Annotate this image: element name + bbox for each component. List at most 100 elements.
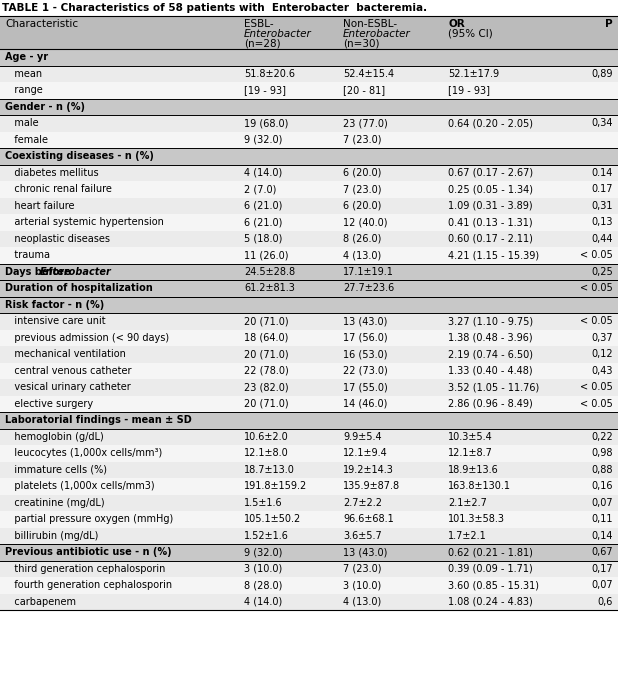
Text: Gender - n (%): Gender - n (%): [5, 102, 85, 112]
Text: 0,88: 0,88: [591, 465, 613, 475]
Bar: [0, 231, 618, 247]
Bar: [0, 428, 618, 445]
Text: 8 (26.0): 8 (26.0): [343, 233, 381, 244]
Text: 0.62 (0.21 - 1.81): 0.62 (0.21 - 1.81): [448, 547, 533, 557]
Text: 9 (32.0): 9 (32.0): [244, 135, 282, 145]
Text: 12.1±8.0: 12.1±8.0: [244, 448, 289, 459]
Text: elective surgery: elective surgery: [5, 398, 93, 409]
Text: Days before: Days before: [5, 267, 74, 277]
Text: 101.3±58.3: 101.3±58.3: [448, 514, 505, 524]
Text: 0,67: 0,67: [591, 547, 613, 557]
Text: TABLE 1 - Characteristics of 58 patients with  Enterobacter  bacteremia.: TABLE 1 - Characteristics of 58 patients…: [2, 3, 427, 13]
Text: 0,6: 0,6: [598, 597, 613, 607]
Text: 2.86 (0.96 - 8.49): 2.86 (0.96 - 8.49): [448, 398, 533, 409]
Text: 12.1±9.4: 12.1±9.4: [343, 448, 387, 459]
Bar: [0, 561, 618, 577]
Text: 1.5±1.6: 1.5±1.6: [244, 498, 283, 507]
Text: 135.9±87.8: 135.9±87.8: [343, 481, 400, 491]
Text: male: male: [5, 118, 38, 128]
Bar: [0, 82, 618, 99]
Bar: [0, 412, 618, 428]
Text: 0.60 (0.17 - 2.11): 0.60 (0.17 - 2.11): [448, 233, 533, 244]
Text: chronic renal failure: chronic renal failure: [5, 185, 112, 194]
Text: 1.7±2.1: 1.7±2.1: [448, 531, 487, 541]
Bar: [0, 131, 618, 148]
Text: fourth generation cephalosporin: fourth generation cephalosporin: [5, 580, 172, 590]
Text: 2.1±2.7: 2.1±2.7: [448, 498, 487, 507]
Text: 3 (10.0): 3 (10.0): [343, 580, 381, 590]
Text: 0,07: 0,07: [591, 580, 613, 590]
Bar: [0, 164, 618, 181]
Text: Duration of hospitalization: Duration of hospitalization: [5, 283, 153, 294]
Text: Characteristic: Characteristic: [5, 19, 78, 29]
Text: 6 (20.0): 6 (20.0): [343, 168, 381, 178]
Text: 1.33 (0.40 - 4.48): 1.33 (0.40 - 4.48): [448, 366, 533, 376]
Bar: [0, 379, 618, 396]
Text: 0,11: 0,11: [591, 514, 613, 524]
Text: trauma: trauma: [5, 250, 50, 260]
Bar: [0, 363, 618, 379]
Text: 20 (71.0): 20 (71.0): [244, 398, 289, 409]
Bar: [0, 280, 618, 296]
Bar: [0, 115, 618, 131]
Text: 0,31: 0,31: [591, 201, 613, 211]
Text: 6 (21.0): 6 (21.0): [244, 217, 282, 227]
Text: Age - yr: Age - yr: [5, 52, 48, 62]
Text: 3.27 (1.10 - 9.75): 3.27 (1.10 - 9.75): [448, 316, 533, 326]
Text: 2.7±2.2: 2.7±2.2: [343, 498, 382, 507]
Text: 7 (23.0): 7 (23.0): [343, 185, 381, 194]
Text: Non-ESBL-: Non-ESBL-: [343, 19, 397, 29]
Text: 9 (32.0): 9 (32.0): [244, 547, 282, 557]
Text: 17 (56.0): 17 (56.0): [343, 333, 387, 343]
Text: 1.38 (0.48 - 3.96): 1.38 (0.48 - 3.96): [448, 333, 533, 343]
Text: central venous catheter: central venous catheter: [5, 366, 132, 376]
Text: 0,34: 0,34: [591, 118, 613, 128]
Text: 12 (40.0): 12 (40.0): [343, 217, 387, 227]
Text: 4 (13.0): 4 (13.0): [343, 250, 381, 260]
Text: Enterobacter: Enterobacter: [40, 267, 112, 277]
Bar: [0, 198, 618, 214]
Text: arterial systemic hypertension: arterial systemic hypertension: [5, 217, 164, 227]
Text: 6 (20.0): 6 (20.0): [343, 201, 381, 211]
Bar: [0, 577, 618, 593]
Text: 3.52 (1.05 - 11.76): 3.52 (1.05 - 11.76): [448, 382, 540, 392]
Bar: [0, 16, 618, 49]
Bar: [0, 313, 618, 329]
Text: Risk factor - n (%): Risk factor - n (%): [5, 300, 104, 310]
Text: 52.4±15.4: 52.4±15.4: [343, 69, 394, 79]
Text: Previous antibiotic use - n (%): Previous antibiotic use - n (%): [5, 547, 172, 557]
Text: 23 (82.0): 23 (82.0): [244, 382, 289, 392]
Text: 51.8±20.6: 51.8±20.6: [244, 69, 295, 79]
Bar: [0, 445, 618, 461]
Text: < 0.05: < 0.05: [580, 316, 613, 326]
Text: < 0.05: < 0.05: [580, 250, 613, 260]
Bar: [0, 181, 618, 198]
Text: hemoglobin (g/dL): hemoglobin (g/dL): [5, 432, 104, 442]
Text: ESBL-: ESBL-: [244, 19, 274, 29]
Text: 1.52±1.6: 1.52±1.6: [244, 531, 289, 541]
Bar: [0, 461, 618, 478]
Text: 0.25 (0.05 - 1.34): 0.25 (0.05 - 1.34): [448, 185, 533, 194]
Bar: [0, 478, 618, 494]
Bar: [0, 66, 618, 82]
Text: 0,37: 0,37: [591, 333, 613, 343]
Text: mean: mean: [5, 69, 42, 79]
Text: Enterobacter: Enterobacter: [244, 29, 312, 39]
Text: 10.3±5.4: 10.3±5.4: [448, 432, 493, 442]
Text: 0,13: 0,13: [591, 217, 613, 227]
Text: 0,22: 0,22: [591, 432, 613, 442]
Text: 23 (77.0): 23 (77.0): [343, 118, 387, 128]
Bar: [0, 148, 618, 164]
Text: 0,25: 0,25: [591, 267, 613, 277]
Text: female: female: [5, 135, 48, 145]
Bar: [0, 214, 618, 231]
Text: 0,98: 0,98: [591, 448, 613, 459]
Text: 18.9±13.6: 18.9±13.6: [448, 465, 499, 475]
Text: < 0.05: < 0.05: [580, 382, 613, 392]
Text: 20 (71.0): 20 (71.0): [244, 316, 289, 326]
Text: 0,14: 0,14: [591, 531, 613, 541]
Text: 6 (21.0): 6 (21.0): [244, 201, 282, 211]
Text: 3.60 (0.85 - 15.31): 3.60 (0.85 - 15.31): [448, 580, 539, 590]
Text: < 0.05: < 0.05: [580, 283, 613, 294]
Text: 18.7±13.0: 18.7±13.0: [244, 465, 295, 475]
